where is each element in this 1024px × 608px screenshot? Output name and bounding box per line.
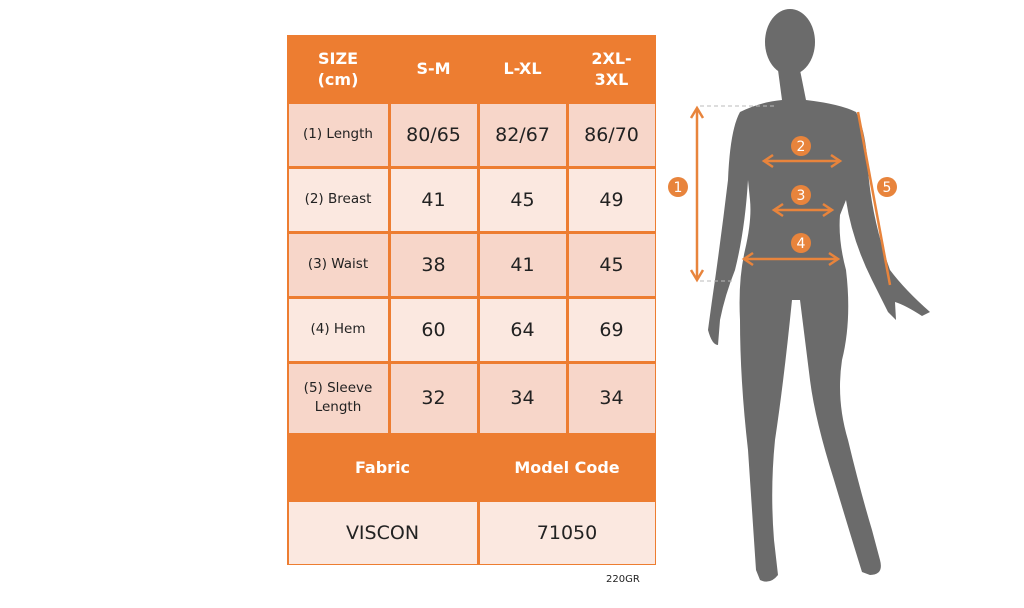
- marker-number: 1: [674, 180, 683, 196]
- table-cell: 38: [390, 233, 477, 296]
- table-cell: 60: [390, 298, 477, 361]
- table-cell: 41: [479, 233, 566, 296]
- marker-circle: [791, 136, 811, 156]
- marker-number: 5: [883, 180, 892, 196]
- column-header: L-XL: [503, 59, 542, 78]
- row-label: (3) Waist: [288, 233, 388, 296]
- table-cell: 64: [479, 298, 566, 361]
- guide-lines: [700, 105, 775, 282]
- table-cell: 45: [568, 233, 655, 296]
- table-cell: 41: [390, 168, 477, 231]
- fabric-header: Fabric: [354, 457, 411, 477]
- body-measurement-figure: 1 2 3 4 5: [668, 9, 930, 582]
- table-cell: 32: [390, 363, 477, 433]
- marker-circle: [791, 233, 811, 253]
- model-code-header: Model Code: [514, 457, 620, 477]
- marker-circle: [877, 177, 897, 197]
- model-code-value: 71050: [479, 501, 655, 564]
- row-label: (2) Breast: [288, 168, 388, 231]
- table-cell: 34: [568, 363, 655, 433]
- row-label: (1) Length: [288, 103, 388, 166]
- fabric-value: VISCON: [288, 501, 477, 564]
- row-label: (4) Hem: [288, 298, 388, 361]
- measurement-arrows: [689, 105, 892, 286]
- marker-number: 2: [797, 139, 806, 155]
- marker-number: 4: [797, 236, 806, 252]
- table-cell: 69: [568, 298, 655, 361]
- marker-circle: [668, 177, 688, 197]
- size-chart-table: SIZE (cm) S-M L-XL 2XL- 3XL (1) Length 80/65 8…: [287, 35, 656, 565]
- fabric-weight-note: 220GR: [606, 574, 640, 585]
- woman-silhouette: [708, 9, 930, 582]
- table-cell: 34: [479, 363, 566, 433]
- table-cell: 86/70: [568, 103, 655, 166]
- measurement-markers: 1 2 3 4 5: [668, 136, 897, 253]
- table-cell: 45: [479, 168, 566, 231]
- marker-circle: [791, 185, 811, 205]
- column-header: S-M: [416, 59, 451, 78]
- column-header: SIZE (cm): [317, 48, 359, 89]
- table-cell: 82/67: [479, 103, 566, 166]
- row-label: (5) Sleeve Length: [288, 363, 388, 433]
- table-cell: 80/65: [390, 103, 477, 166]
- table-cell: 49: [568, 168, 655, 231]
- column-header: 2XL- 3XL: [591, 48, 632, 89]
- marker-number: 3: [797, 188, 806, 204]
